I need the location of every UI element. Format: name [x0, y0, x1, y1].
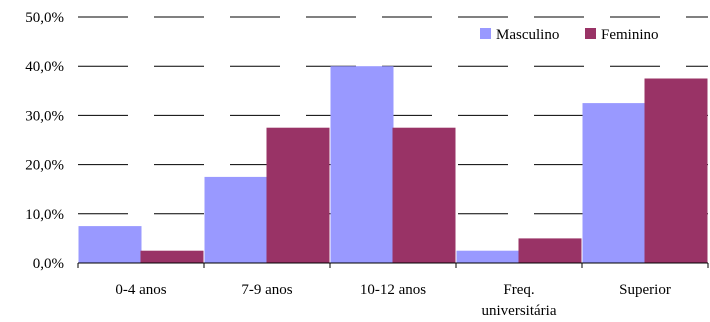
bar-feminino — [392, 127, 456, 263]
x-tick-label: Freq. — [503, 282, 534, 298]
legend-swatch-masculino — [480, 28, 491, 39]
legend: Masculino Feminino — [474, 20, 702, 46]
x-axis-ticks — [77, 263, 709, 268]
x-tick-label: universitária — [482, 303, 557, 319]
y-tick-label: 30,0% — [25, 108, 64, 124]
bar-masculino — [582, 103, 646, 263]
bar-masculino — [204, 176, 268, 263]
y-tick-label: 0,0% — [33, 256, 64, 272]
x-tick-label: Superior — [619, 282, 671, 298]
bar-feminino — [644, 78, 708, 263]
legend-swatch-feminino — [585, 28, 596, 39]
y-tick-label: 40,0% — [25, 59, 64, 75]
y-tick-label: 50,0% — [25, 10, 64, 26]
bar-feminino — [518, 238, 582, 263]
x-tick-label: 7-9 anos — [241, 282, 292, 298]
x-axis-tick-labels: 0-4 anos 7-9 anos 10-12 anos Freq. universit… — [115, 282, 670, 319]
y-tick-label: 20,0% — [25, 158, 64, 174]
bar-masculino — [78, 226, 142, 263]
legend-label-feminino: Feminino — [601, 27, 659, 43]
legend-label-masculino: Masculino — [496, 27, 559, 43]
bar-feminino — [140, 250, 204, 263]
x-tick-label: 0-4 anos — [115, 282, 166, 298]
bar-masculino — [330, 66, 394, 263]
x-tick-label: 10-12 anos — [360, 282, 426, 298]
y-tick-label: 10,0% — [25, 207, 64, 223]
bar-feminino — [266, 127, 330, 263]
bar-masculino — [456, 250, 520, 263]
bars — [78, 66, 708, 263]
y-axis-tick-labels: 0,0% 10,0% 20,0% 30,0% 40,0% 50,0% — [25, 10, 64, 272]
